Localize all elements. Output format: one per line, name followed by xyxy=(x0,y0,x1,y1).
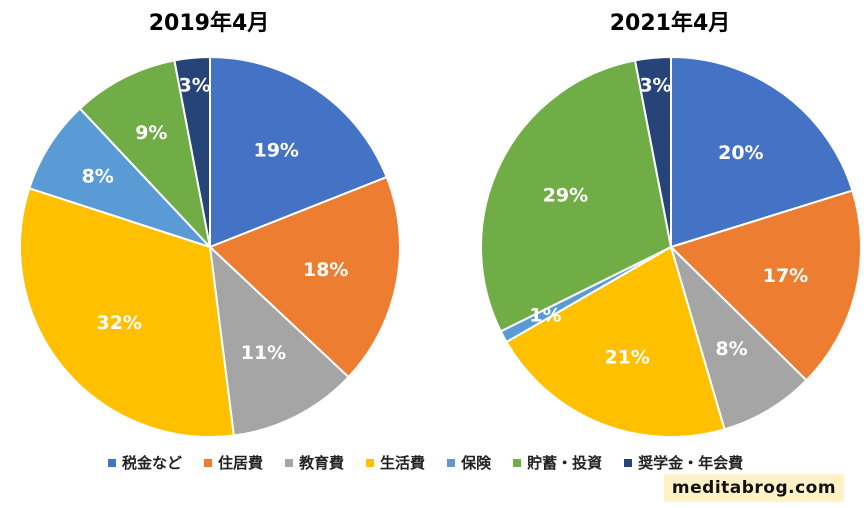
slice-label-living: 21% xyxy=(604,346,649,368)
slice-label-savings: 29% xyxy=(543,185,588,207)
slice-label-housing: 17% xyxy=(763,265,808,287)
slice-label-scholarship: 3% xyxy=(178,74,210,96)
pie-2021: 20% 17% 8% 21% 1% 29% 3% xyxy=(480,55,862,438)
slice-label-savings: 9% xyxy=(135,122,167,144)
legend: 税金など 住居費 教育費 生活費 保険 貯蓄・投資 奨学金・年会費 xyxy=(108,452,765,473)
chart-title-2021: 2021年4月 xyxy=(610,10,731,36)
legend-label: 保険 xyxy=(461,454,492,472)
legend-label: 奨学金・年会費 xyxy=(638,454,744,472)
legend-swatch xyxy=(624,458,633,467)
legend-label: 住居費 xyxy=(218,454,264,472)
pie-slice-savings xyxy=(78,59,212,251)
legend-swatch xyxy=(513,458,522,467)
pie-slice-education xyxy=(668,243,808,431)
pie-slice-tax xyxy=(209,55,388,249)
legend-swatch xyxy=(204,458,213,467)
legend-item-tax[interactable]: 税金など xyxy=(108,452,182,473)
legend-swatch xyxy=(366,458,375,467)
legend-item-living[interactable]: 生活費 xyxy=(366,452,425,473)
legend-item-insurance[interactable]: 保険 xyxy=(447,452,491,473)
legend-item-savings[interactable]: 貯蓄・投資 xyxy=(513,452,602,473)
pie-slice-education xyxy=(208,244,350,437)
slice-label-insurance: 8% xyxy=(82,166,114,188)
slice-label-education: 8% xyxy=(715,338,747,360)
legend-item-scholarship[interactable]: 奨学金・年会費 xyxy=(624,452,743,473)
pie-slice-insurance xyxy=(28,107,211,248)
legend-item-education[interactable]: 教育費 xyxy=(285,452,344,473)
pie-slice-living xyxy=(19,187,235,438)
pie-slice-scholarship xyxy=(633,55,672,248)
legend-label: 教育費 xyxy=(299,454,345,472)
slice-label-insurance: 1% xyxy=(529,304,561,326)
pie-slice-scholarship xyxy=(173,55,211,248)
legend-label: 税金など xyxy=(122,454,183,472)
slice-label-tax: 20% xyxy=(718,142,763,164)
pie-slice-housing xyxy=(208,175,401,379)
legend-swatch xyxy=(285,458,294,467)
slice-label-scholarship: 3% xyxy=(639,74,671,96)
legend-swatch xyxy=(108,458,116,467)
legend-swatch xyxy=(447,458,456,467)
legend-item-housing[interactable]: 住居費 xyxy=(204,452,263,473)
slice-label-education: 11% xyxy=(241,342,286,364)
legend-label: 生活費 xyxy=(380,454,426,472)
site-watermark: meditabrog.com xyxy=(664,474,844,502)
slice-label-tax: 19% xyxy=(253,140,298,162)
pie-slice-housing xyxy=(669,189,862,382)
legend-label: 貯蓄・投資 xyxy=(527,454,603,472)
pie-slice-living xyxy=(505,245,726,438)
chart-title-2019: 2019年4月 xyxy=(149,10,270,36)
pie-slice-savings xyxy=(480,59,673,333)
pie-slice-tax xyxy=(670,55,854,249)
slice-label-housing: 18% xyxy=(303,259,348,281)
slice-label-living: 32% xyxy=(96,312,141,334)
pie-2019: 19% 18% 11% 32% 8% 9% 3% xyxy=(19,55,401,438)
